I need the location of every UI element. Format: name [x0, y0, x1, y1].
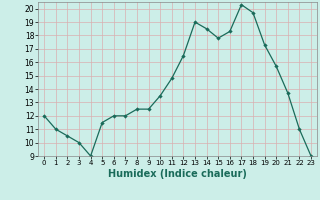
X-axis label: Humidex (Indice chaleur): Humidex (Indice chaleur) [108, 169, 247, 179]
